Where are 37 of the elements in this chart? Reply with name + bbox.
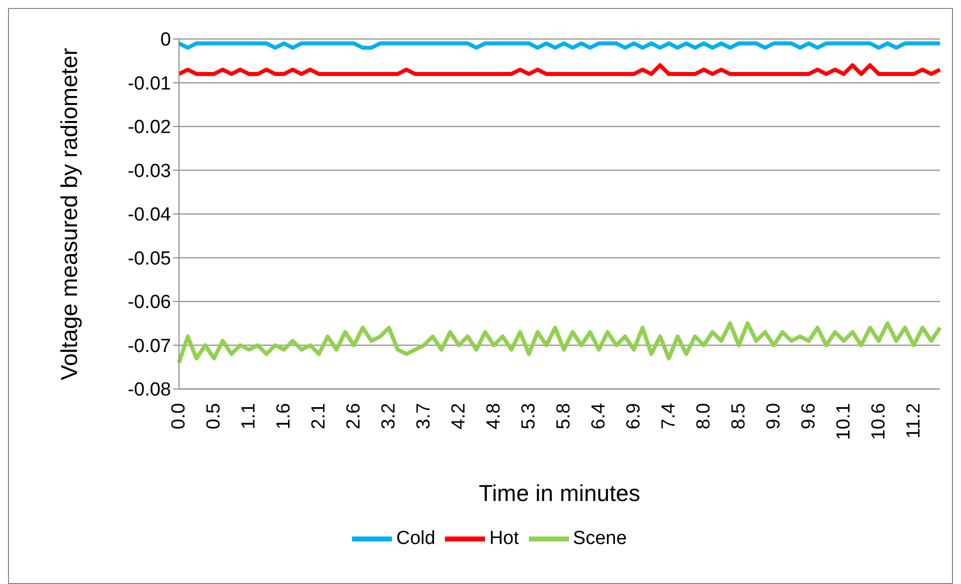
- x-tick-label: 3.2: [378, 403, 400, 430]
- x-tick-label: 0.5: [203, 403, 224, 430]
- x-tick-label: 1.6: [273, 403, 294, 430]
- x-tick-label: 6.9: [623, 403, 644, 430]
- y-tick-label: -0.02: [128, 117, 171, 138]
- x-tick-label: 4.2: [448, 403, 470, 430]
- x-tick-label: 2.1: [308, 403, 330, 430]
- line-series: [177, 321, 942, 365]
- x-tick-label: 4.8: [483, 403, 504, 430]
- x-tick-label: 8.5: [728, 403, 750, 430]
- legend-label: Scene: [572, 528, 627, 550]
- x-tick-label: 8.0: [693, 403, 714, 430]
- x-tick-label: 6.4: [588, 402, 610, 430]
- x-tick-label: 1.1: [238, 403, 260, 430]
- y-tick-label: -0.05: [128, 248, 171, 270]
- x-tick-label: 7.4: [658, 402, 680, 430]
- x-tick-label: 2.6: [343, 403, 364, 430]
- x-axis-title: Time in minutes: [478, 480, 640, 506]
- y-tick-label: 0: [160, 30, 171, 51]
- legend-label: Hot: [489, 528, 519, 550]
- x-tick-label: 10.1: [833, 403, 854, 440]
- x-tick-label: 9.6: [798, 403, 820, 430]
- y-tick-label: -0.08: [128, 380, 171, 401]
- y-axis-title: Voltage measured by radiometer: [56, 47, 82, 380]
- x-tick-label: 11.2: [903, 403, 924, 439]
- y-tick-label: -0.07: [128, 336, 171, 357]
- y-tick-label: -0.04: [128, 204, 172, 226]
- y-tick-label: -0.06: [128, 292, 171, 314]
- legend-label: Cold: [396, 528, 436, 550]
- x-tick-label: 9.0: [763, 403, 784, 430]
- x-tick-label: 10.6: [868, 403, 890, 440]
- y-tick-label: -0.01: [128, 73, 171, 94]
- x-tick-label: 3.7: [413, 403, 434, 430]
- x-tick-label: 5.3: [518, 403, 540, 430]
- x-tick-label: 0.0: [168, 403, 190, 430]
- x-tick-label: 5.8: [553, 403, 574, 430]
- y-tick-label: -0.03: [128, 160, 171, 182]
